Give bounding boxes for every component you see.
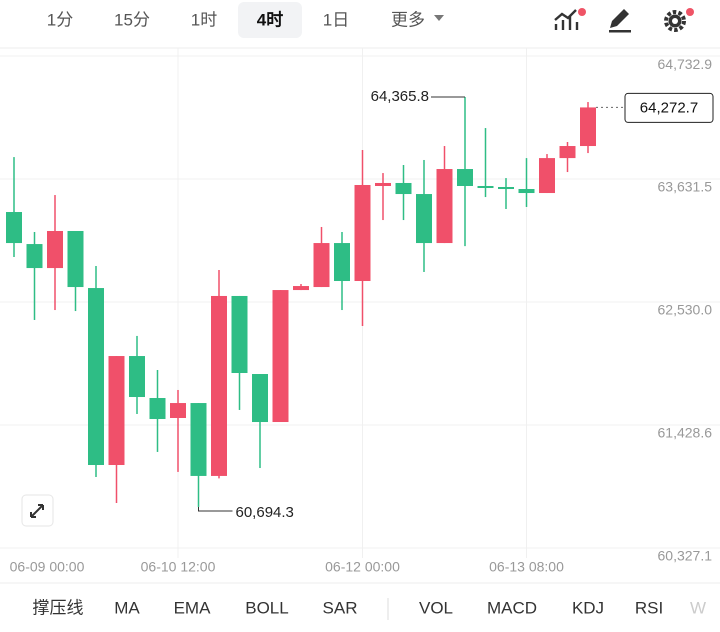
candle-body — [334, 243, 350, 282]
candle-body — [436, 169, 453, 244]
candle-body — [6, 212, 22, 244]
candle-body — [129, 356, 145, 398]
low-label: 60,694.3 — [236, 504, 294, 521]
candle-body — [149, 398, 166, 420]
interval-tab[interactable]: 更多 — [391, 10, 425, 29]
x-tick-label: 06-10 12:00 — [141, 559, 216, 575]
high-label: 64,365.8 — [371, 88, 429, 105]
active-tab-bg — [238, 2, 302, 38]
candle-body — [211, 295, 227, 476]
badge — [578, 8, 586, 16]
interval-tab[interactable]: 1分 — [47, 10, 73, 29]
x-tick-label: 06-13 08:00 — [489, 559, 564, 575]
candle-body — [108, 356, 125, 466]
candle-body — [252, 374, 268, 423]
indicator-tab[interactable]: SAR — [323, 598, 358, 617]
candle-body — [416, 194, 432, 244]
indicator-tab[interactable]: VOL — [419, 598, 453, 617]
settings-icon[interactable] — [664, 10, 686, 32]
candle-body — [88, 288, 104, 466]
candle-body — [498, 187, 514, 190]
indicator-tab[interactable]: MACD — [487, 598, 537, 617]
last-price-label: 64,272.7 — [640, 99, 698, 116]
candle-body — [395, 182, 412, 195]
y-tick-label: 61,428.6 — [658, 425, 713, 441]
candle-body — [375, 182, 391, 186]
candle-body — [47, 230, 63, 269]
interval-tab[interactable]: 1日 — [323, 10, 349, 29]
x-tick-label: 06-12 00:00 — [325, 559, 400, 575]
indicator-tab[interactable]: BOLL — [245, 598, 288, 617]
dropdown-arrow[interactable] — [434, 15, 444, 21]
indicator-tab[interactable]: MA — [114, 598, 140, 617]
candle-body — [272, 290, 289, 423]
draw-icon[interactable] — [609, 9, 631, 33]
indicator-tab[interactable]: RSI — [635, 598, 663, 617]
candle-body — [580, 107, 596, 147]
y-tick-label: 62,530.0 — [658, 302, 713, 318]
interval-tab[interactable]: 1时 — [191, 10, 217, 29]
indicator-tab[interactable]: EMA — [174, 598, 212, 617]
indicator-tab[interactable]: 撑压线 — [33, 598, 84, 617]
candle-body — [190, 403, 207, 476]
y-tick-label: 60,327.1 — [658, 548, 713, 564]
candle-body — [477, 185, 494, 189]
interval-tab[interactable]: 4时 — [257, 10, 283, 29]
x-tick-label: 06-09 00:00 — [10, 559, 85, 575]
expand-button[interactable] — [21, 494, 54, 527]
candle-body — [539, 158, 555, 194]
candle-body — [170, 403, 186, 418]
indicator-tab[interactable]: KDJ — [572, 598, 604, 617]
y-tick-label: 64,732.9 — [658, 56, 713, 72]
indicator-icon[interactable] — [554, 9, 579, 30]
y-tick-label: 63,631.5 — [658, 179, 713, 195]
candle-body — [313, 243, 330, 288]
candle-body — [67, 230, 84, 288]
badge — [686, 8, 694, 16]
candle-body — [293, 286, 309, 291]
interval-tab[interactable]: 15分 — [114, 10, 150, 29]
candle-body — [354, 184, 371, 282]
candle-body — [26, 244, 43, 269]
last-price-box — [624, 92, 714, 123]
candle-body — [457, 169, 473, 186]
indicator-tab[interactable]: W — [690, 598, 706, 617]
candle-body — [231, 295, 248, 374]
candle-body — [559, 146, 576, 159]
low-pointer — [198, 506, 233, 512]
candle-body — [518, 189, 535, 194]
